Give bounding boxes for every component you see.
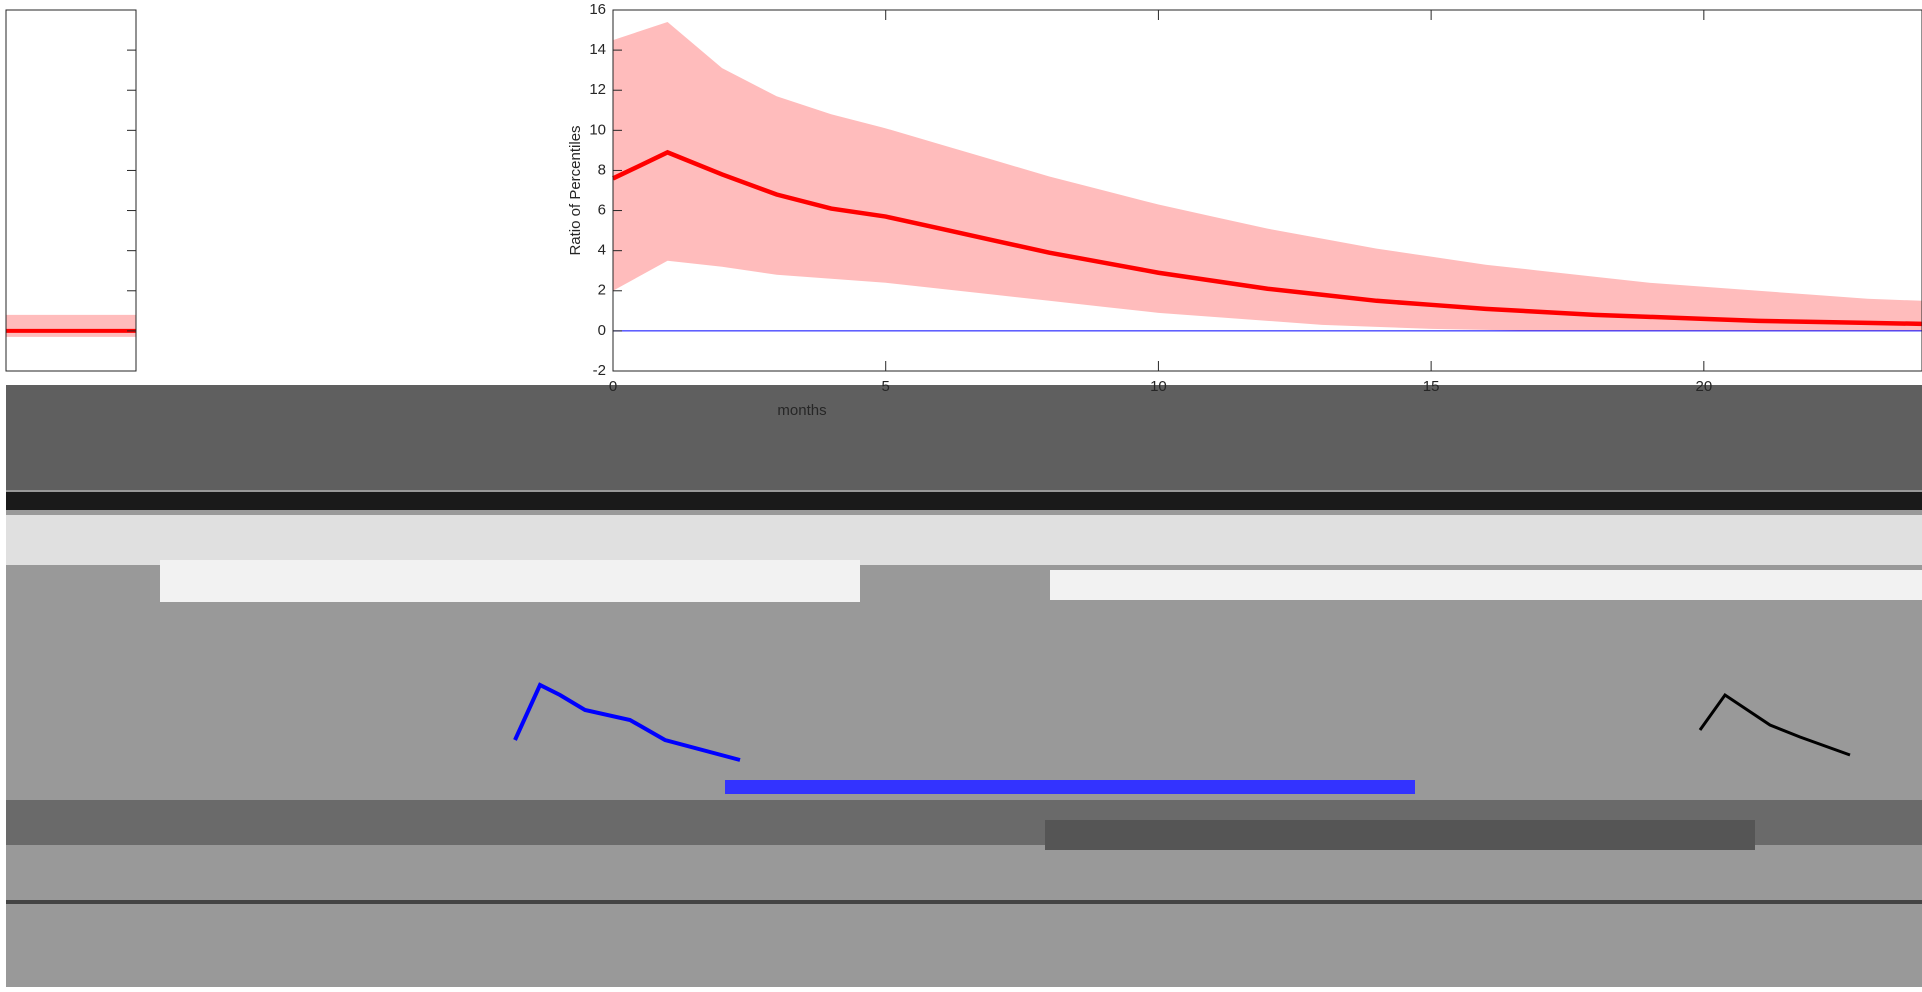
y-tick-label: 4: [598, 242, 606, 259]
y-tick-label: 0: [598, 322, 606, 339]
glitch-band: [6, 385, 1922, 490]
x-tick-label: 20: [1695, 378, 1712, 395]
confidence-band: [6, 315, 136, 337]
glitch-strip: [160, 560, 860, 602]
x-tick-label: 0: [609, 378, 617, 395]
y-tick-label: 16: [589, 1, 606, 18]
glitch-strip: [1050, 570, 1922, 600]
y-tick-label: 6: [598, 202, 606, 219]
x-tick-label: 5: [882, 378, 890, 395]
y-tick-label: 14: [589, 41, 606, 58]
page: {"chart_data": [ {"type": "line", "ylim"…: [0, 0, 1922, 987]
y-tick-label: 10: [589, 121, 606, 138]
y-axis-label: Ratio of Percentiles: [567, 125, 584, 255]
y-tick-label: 2: [598, 282, 606, 299]
y-tick-label: -2: [593, 362, 606, 379]
x-axis-label: months: [777, 402, 826, 419]
x-tick-label: 15: [1423, 378, 1440, 395]
y-tick-label: 12: [589, 81, 606, 98]
confidence-band: [613, 22, 1922, 331]
y-tick-label: 8: [598, 161, 606, 178]
glitch-strip: [6, 492, 1922, 510]
screen: -2024681012141605101520Ratio of Percenti…: [0, 0, 1922, 987]
left-chart: [6, 10, 136, 371]
glitch-strip: [6, 900, 1922, 904]
x-tick-label: 10: [1150, 378, 1167, 395]
glitch-strip: [6, 515, 1922, 565]
glitch-strip: [1045, 820, 1755, 850]
glitch-strip: [725, 780, 1415, 794]
